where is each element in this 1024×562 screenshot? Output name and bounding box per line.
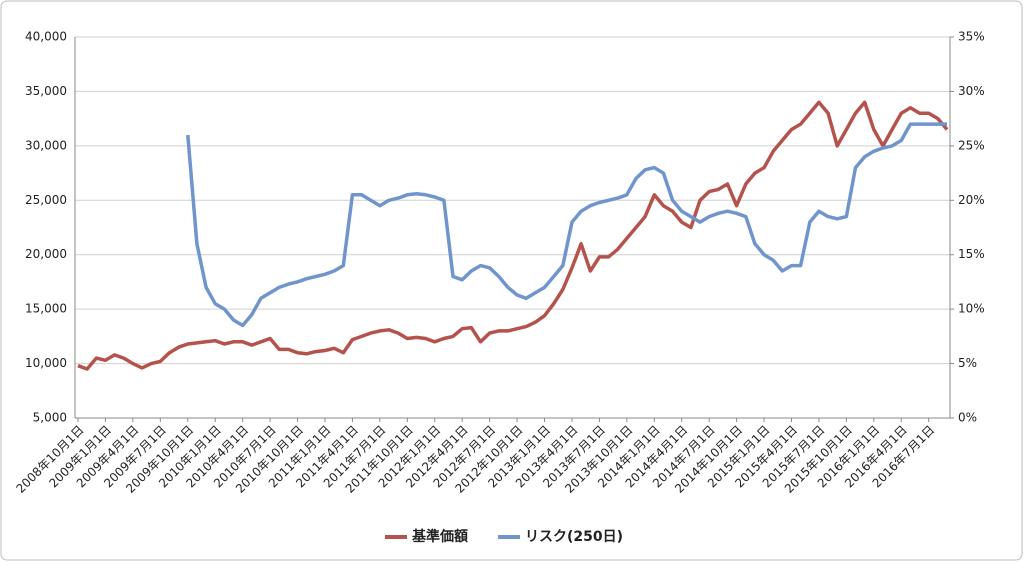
y2-tick-label: 25% bbox=[958, 138, 985, 152]
y-tick-label: 10,000 bbox=[25, 356, 67, 370]
y2-tick-label: 0% bbox=[958, 411, 977, 425]
legend-text: 基準価額 bbox=[412, 528, 468, 545]
y2-tick-label: 30% bbox=[958, 84, 985, 98]
legend-text: リスク(250日) bbox=[525, 529, 623, 545]
y-tick-label: 5,000 bbox=[33, 411, 67, 425]
y-tick-label: 30,000 bbox=[25, 138, 67, 152]
y-tick-label: 25,000 bbox=[25, 193, 67, 207]
y-tick-label: 15,000 bbox=[25, 302, 67, 316]
y-tick-label: 35,000 bbox=[25, 84, 67, 98]
y2-tick-label: 5% bbox=[958, 356, 977, 370]
series-line bbox=[186, 122, 947, 328]
y2-tick-label: 15% bbox=[958, 247, 985, 261]
y-tick-label: 20,000 bbox=[25, 247, 67, 261]
y2-tick-label: 35% bbox=[958, 30, 985, 44]
y2-tick-label: 20% bbox=[958, 193, 985, 207]
series-line bbox=[77, 100, 949, 371]
y2-tick-label: 10% bbox=[958, 302, 985, 316]
y-tick-label: 40,000 bbox=[25, 30, 67, 44]
